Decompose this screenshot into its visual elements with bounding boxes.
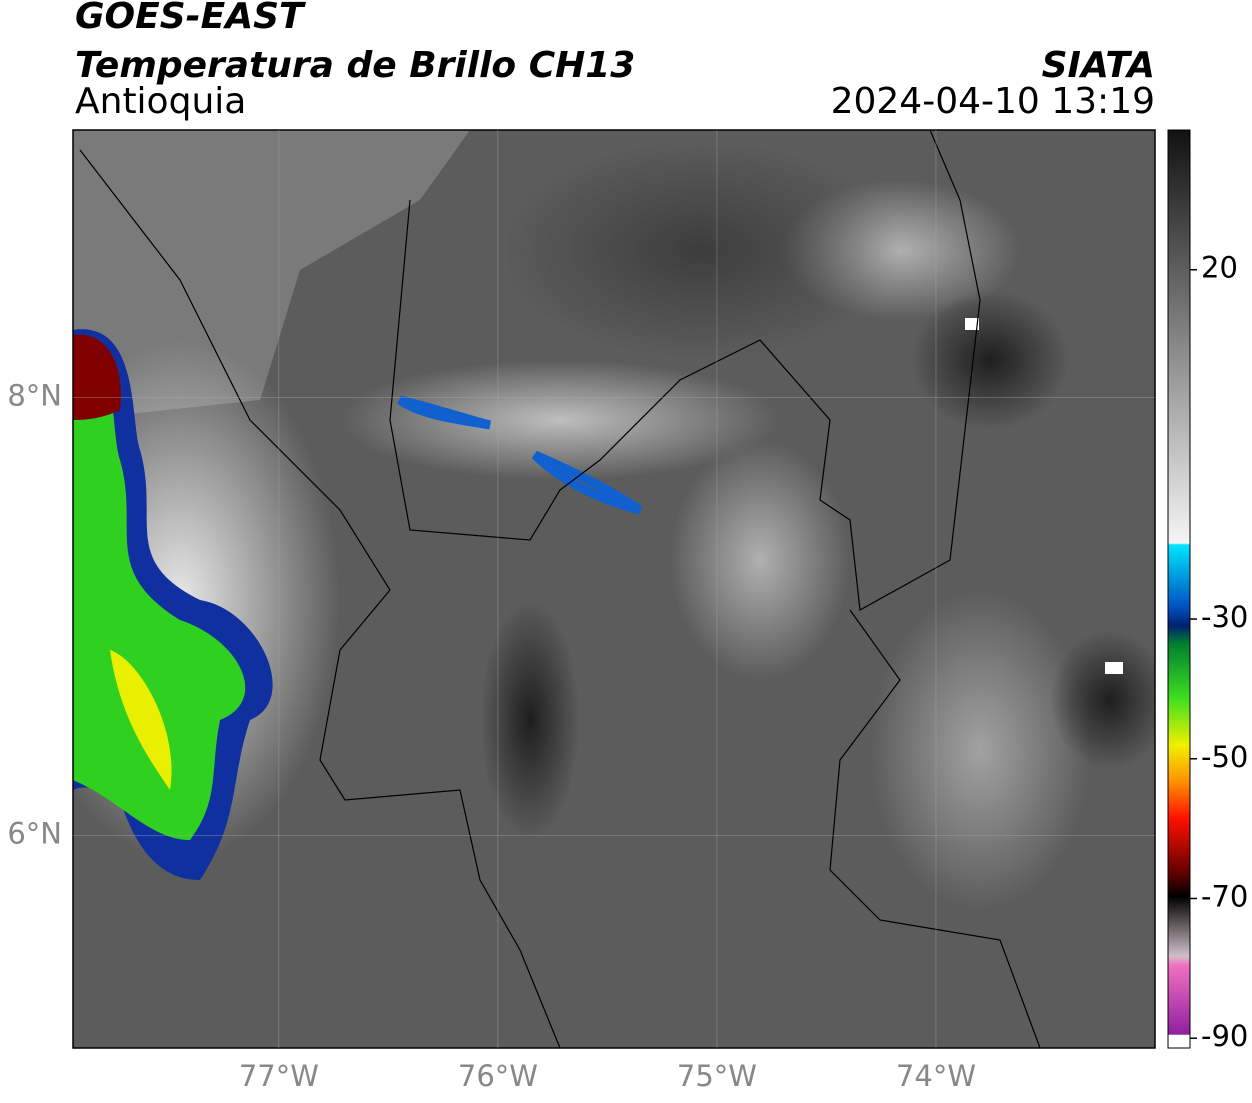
colorbar-tick-label: -50 <box>1201 740 1248 774</box>
x-tick-label: 77°W <box>239 1059 319 1093</box>
datetime: 2024-04-10 13:19 <box>831 81 1155 122</box>
x-tick-label: 74°W <box>896 1059 976 1093</box>
y-tick-label: 6°N <box>7 816 62 850</box>
x-tick-label: 75°W <box>677 1059 757 1093</box>
colorbar-tick-label: -90 <box>1201 1019 1248 1053</box>
subtitle: Temperatura de Brillo CH13 <box>75 45 635 86</box>
x-tick-label: 76°W <box>458 1059 538 1093</box>
source: SIATA <box>1042 45 1155 86</box>
colorbar-tick-label: -70 <box>1201 879 1248 913</box>
y-tick-label: 8°N <box>7 378 62 412</box>
map-frame <box>72 129 1156 1049</box>
title: GOES-EAST <box>75 0 306 37</box>
region: Antioquia <box>75 81 246 122</box>
colorbar <box>1167 129 1191 1049</box>
colorbar-tick-label: 20 <box>1201 251 1238 285</box>
colorbar-tick-label: -30 <box>1201 600 1248 634</box>
satellite-image <box>73 130 1155 1048</box>
